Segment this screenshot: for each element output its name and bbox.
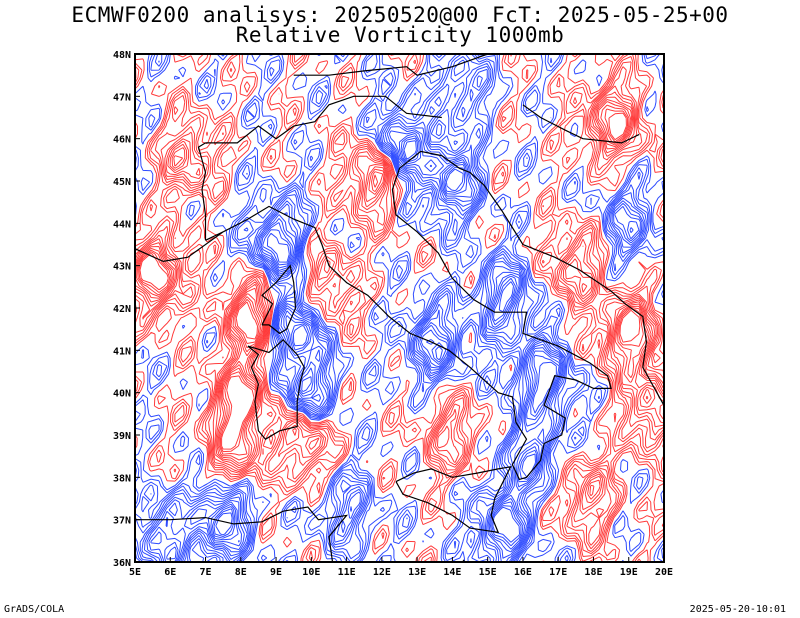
- y-tick-label: 47N: [113, 92, 131, 103]
- coastline: [247, 338, 305, 440]
- positive-vorticity-contour: [135, 99, 664, 504]
- vorticity-contours: [135, 54, 664, 562]
- x-tick-label: 16E: [514, 567, 532, 578]
- y-tick-label: 38N: [113, 473, 131, 484]
- y-tick-label: 37N: [113, 516, 131, 527]
- positive-vorticity-contour: [137, 104, 664, 497]
- negative-vorticity-contour: [150, 133, 640, 562]
- positive-vorticity-contour: [139, 112, 649, 450]
- negative-vorticity-contour: [135, 54, 664, 562]
- footer-timestamp: 2025-05-20-10:01: [689, 604, 786, 615]
- coastline: [441, 155, 664, 406]
- x-tick-label: 8E: [235, 567, 247, 578]
- x-tick-label: 12E: [373, 567, 391, 578]
- coastline: [135, 231, 224, 263]
- footer-credit: GrADS/COLA: [4, 604, 65, 615]
- coastline: [261, 264, 297, 335]
- positive-vorticity-contour: [135, 54, 664, 562]
- y-tick-label: 42N: [113, 304, 131, 315]
- coastline: [135, 506, 349, 562]
- coastline: [205, 95, 442, 144]
- coastline: [222, 150, 612, 481]
- y-tick-label: 45N: [113, 177, 131, 188]
- coastlines: [135, 54, 664, 562]
- y-tick-label: 40N: [113, 389, 131, 400]
- negative-vorticity-contour: [135, 54, 664, 562]
- x-tick-label: 13E: [408, 567, 426, 578]
- positive-vorticity-contour: [135, 66, 664, 550]
- x-tick-label: 6E: [164, 567, 176, 578]
- y-tick-label: 46N: [113, 135, 131, 146]
- coastline: [197, 142, 207, 241]
- negative-vorticity-contour: [166, 135, 634, 560]
- x-tick-label: 19E: [620, 567, 638, 578]
- x-tick-label: 14E: [443, 567, 461, 578]
- negative-vorticity-contour: [135, 54, 649, 562]
- positive-vorticity-contour: [135, 54, 664, 562]
- coastline: [293, 54, 488, 76]
- y-tick-label: 44N: [113, 219, 131, 230]
- y-tick-label: 41N: [113, 346, 131, 357]
- x-tick-label: 20E: [655, 567, 673, 578]
- x-tick-label: 5E: [129, 567, 141, 578]
- map-title: ECMWF0200 analisys: 20250520@00 FcT: 202…: [71, 3, 729, 27]
- positive-vorticity-contour: [135, 96, 664, 511]
- negative-vorticity-contour: [135, 54, 664, 562]
- x-tick-label: 7E: [200, 567, 212, 578]
- coastline: [522, 104, 640, 144]
- negative-vorticity-contour: [148, 130, 641, 562]
- x-tick-label: 17E: [549, 567, 567, 578]
- negative-vorticity-contour: [144, 68, 644, 562]
- y-axis: 36N 37N 38N 39N 40N 41N 42N 43N 44N 45N 46N 47N 48N: [113, 50, 140, 569]
- y-tick-label: 48N: [113, 50, 131, 61]
- x-tick-label: 11E: [338, 567, 356, 578]
- x-tick-label: 10E: [302, 567, 320, 578]
- coastline: [395, 466, 512, 534]
- y-tick-label: 36N: [113, 558, 131, 569]
- map-subtitle: Relative Vorticity 1000mb: [235, 23, 565, 47]
- positive-vorticity-contour: [135, 91, 664, 515]
- y-tick-label: 43N: [113, 262, 131, 273]
- positive-vorticity-contour: [135, 54, 664, 562]
- x-tick-label: 9E: [270, 567, 282, 578]
- x-tick-label: 18E: [584, 567, 602, 578]
- x-tick-label: 15E: [479, 567, 497, 578]
- y-tick-label: 39N: [113, 431, 131, 442]
- x-axis: 5E 6E 7E 8E 9E 10E 11E 12E 13E 14E 15E 16E 17E 18E 19E…: [129, 557, 673, 578]
